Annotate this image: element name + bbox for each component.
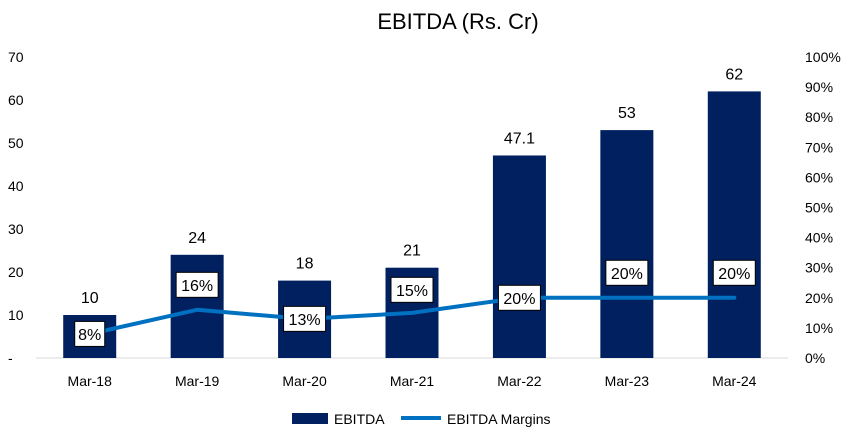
- x-tick-label: Mar-18: [68, 373, 113, 389]
- y-left-tick-label: 20: [8, 264, 24, 280]
- line-data-label-text: 8%: [78, 327, 101, 344]
- line-data-label: 15%: [390, 276, 434, 303]
- line-ebitda-margins: [87, 295, 737, 336]
- y-right-tick-label: 100%: [805, 49, 841, 65]
- x-tick-label: Mar-22: [497, 373, 542, 389]
- x-axis-ticks: Mar-18 Mar-19 Mar-20 Mar-21 Mar-22 Mar-23 Mar-…: [68, 373, 757, 389]
- y-right-tick-label: 50%: [805, 200, 833, 216]
- y-right-tick-label: 70%: [805, 139, 833, 155]
- bar-data-label: 10: [81, 290, 99, 307]
- line-data-label-text: 20%: [611, 266, 643, 283]
- y-left-tick-label: 40: [8, 178, 24, 194]
- y-right-tick-label: 40%: [805, 230, 833, 246]
- line-data-label-box: [605, 259, 649, 286]
- x-tick-label: Mar-20: [282, 373, 327, 389]
- line-data-label-text: 16%: [181, 278, 213, 295]
- right-axis: 0% 10% 20% 30% 40% 50% 60% 70% 80% 90% 100%: [805, 49, 841, 366]
- y-right-tick-label: 80%: [805, 109, 833, 125]
- y-left-tick-label: 70: [8, 49, 24, 65]
- left-axis: - 10 20 30 40 50 60 70: [8, 49, 24, 366]
- y-right-tick-label: 20%: [805, 290, 833, 306]
- bar-data-label: 62: [725, 66, 743, 83]
- line-data-label-box: [390, 276, 434, 303]
- x-tick-label: Mar-23: [605, 373, 650, 389]
- y-left-tick-label: -: [8, 350, 13, 366]
- y-left-tick-label: 30: [8, 221, 24, 237]
- chart-title: EBITDA (Rs. Cr): [377, 9, 538, 34]
- bar-ebitda: [492, 155, 546, 358]
- legend: EBITDA EBITDA Margins: [292, 411, 550, 427]
- line-data-label-box: [283, 305, 327, 332]
- line-data-label-box: [497, 284, 541, 311]
- bar-ebitda: [600, 130, 654, 358]
- line-series: [87, 295, 737, 336]
- y-right-tick-label: 10%: [805, 320, 833, 336]
- bar-data-label: 24: [188, 230, 206, 247]
- line-data-label-box: [175, 271, 219, 298]
- line-data-label-text: 15%: [396, 283, 428, 300]
- y-left-tick-label: 50: [8, 135, 24, 151]
- line-data-label-text: 13%: [289, 312, 321, 329]
- line-data-labels: 8% 16% 13% 15% 20% 20% 20%: [74, 259, 756, 347]
- x-tick-label: Mar-24: [712, 373, 757, 389]
- line-data-label: 20%: [497, 284, 541, 311]
- bar-data-label: 18: [296, 256, 314, 273]
- bar-data-label: 53: [618, 105, 636, 122]
- x-tick-label: Mar-19: [175, 373, 220, 389]
- y-right-tick-label: 0%: [805, 350, 825, 366]
- bar-data-label: 47.1: [504, 130, 535, 147]
- line-data-label-text: 20%: [718, 266, 750, 283]
- y-left-tick-label: 10: [8, 307, 24, 323]
- legend-label-ebitda-margins: EBITDA Margins: [447, 411, 550, 427]
- y-right-tick-label: 60%: [805, 169, 833, 185]
- legend-swatch-ebitda: [292, 413, 328, 424]
- line-data-label-box: [74, 320, 106, 347]
- line-data-label: 8%: [74, 320, 106, 347]
- bar-ebitda: [170, 254, 224, 358]
- y-right-tick-label: 90%: [805, 79, 833, 95]
- line-data-label: 16%: [175, 271, 219, 298]
- line-data-label: 20%: [712, 259, 756, 286]
- line-data-label-text: 20%: [503, 291, 535, 308]
- y-right-tick-label: 30%: [805, 260, 833, 276]
- bar-ebitda: [707, 91, 761, 359]
- line-data-label-box: [712, 259, 756, 286]
- x-tick-label: Mar-21: [390, 373, 435, 389]
- line-data-label: 13%: [283, 305, 327, 332]
- line-data-label: 20%: [605, 259, 649, 286]
- legend-label-ebitda: EBITDA: [334, 411, 385, 427]
- y-left-tick-label: 60: [8, 92, 24, 108]
- bar-data-labels: 10 24 18 21 47.1 53 62: [81, 66, 743, 307]
- bar-data-label: 21: [403, 243, 421, 260]
